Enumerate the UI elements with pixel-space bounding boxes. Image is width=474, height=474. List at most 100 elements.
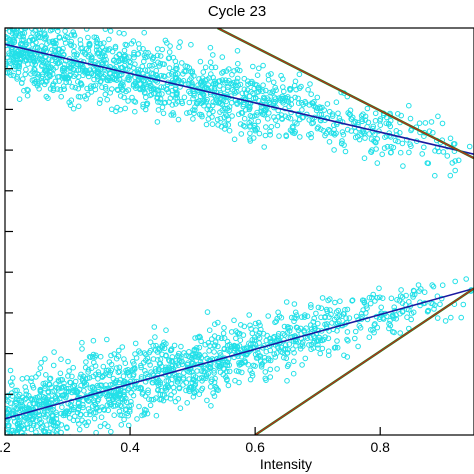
chart-title: Cycle 23 — [208, 3, 266, 20]
cluster-1-point — [94, 73, 101, 80]
cluster-2-point — [391, 329, 397, 336]
cluster-1-point — [63, 79, 69, 86]
cluster-2-point — [27, 413, 34, 419]
cluster-1-point — [287, 85, 293, 92]
cluster-1-point — [297, 134, 303, 140]
cluster-2-point — [170, 384, 177, 391]
cluster-1-point — [20, 33, 26, 40]
cluster-2-point — [302, 355, 309, 362]
cluster-1-point — [184, 110, 190, 116]
cluster-1-point — [172, 66, 179, 72]
cluster-2-point — [54, 426, 61, 433]
cluster-1-point — [299, 107, 305, 113]
cluster-2-point — [463, 276, 470, 282]
cluster-1-point — [157, 53, 164, 59]
cluster-2-point — [16, 419, 22, 425]
cluster-2-point — [317, 350, 324, 357]
cluster-2-point — [141, 350, 148, 356]
cluster-2-point — [13, 449, 18, 454]
cluster-1-point — [78, 7, 83, 12]
cluster-2-point — [49, 431, 55, 435]
cluster-2-point — [128, 402, 134, 409]
cluster-1-point — [240, 103, 246, 110]
cluster-2-point — [104, 336, 110, 343]
cluster-2-point — [117, 392, 123, 399]
cluster-2-point — [353, 313, 360, 320]
cluster-2-point — [255, 319, 262, 326]
cluster-2-point — [14, 387, 20, 394]
cluster-1-point — [374, 160, 381, 166]
cluster-2-point — [134, 416, 140, 422]
cluster-2-point — [92, 401, 98, 408]
cluster-1-point — [428, 119, 435, 125]
cluster-2-point — [76, 426, 83, 433]
cluster-2-point — [64, 408, 70, 414]
cluster-2-point — [371, 329, 377, 336]
cluster-1-point — [144, 100, 150, 107]
cluster-1-point — [123, 55, 130, 62]
cluster-2-point — [183, 380, 190, 386]
cluster-1-point — [212, 64, 219, 71]
cluster-1-point — [42, 79, 49, 85]
cluster-1-point — [282, 113, 289, 119]
cluster-2-point — [19, 433, 25, 435]
cluster-2-point — [212, 375, 218, 382]
cluster-1-point — [387, 123, 394, 130]
cluster-1-point — [237, 121, 244, 127]
cluster-2-point — [147, 362, 153, 368]
cluster-1-point — [197, 58, 204, 65]
cluster-1-point — [6, 28, 9, 29]
cluster-1-point — [104, 77, 110, 83]
cluster-1-point — [69, 84, 75, 90]
cluster-1-point — [49, 46, 55, 53]
cluster-1-point — [107, 90, 113, 96]
cluster-2-point — [45, 394, 52, 400]
cluster-2-point — [314, 338, 320, 345]
cluster-2-point — [458, 314, 465, 321]
cluster-1-point — [43, 93, 50, 100]
cluster-1-point — [92, 86, 99, 93]
cluster-2-point — [434, 315, 441, 321]
cluster-1-point — [113, 54, 120, 60]
cluster-2-point — [24, 375, 30, 381]
cluster-1-point — [116, 72, 123, 78]
cluster-1-point — [447, 135, 454, 142]
cluster-1-point — [261, 112, 268, 118]
cluster-2-point — [155, 377, 162, 384]
cluster-2-point — [238, 361, 244, 368]
cluster-1-point — [240, 122, 247, 129]
cluster-2-point — [327, 307, 333, 313]
cluster-2-point — [108, 361, 115, 368]
cluster-2-point — [58, 377, 64, 383]
cluster-2-point — [304, 335, 311, 342]
cluster-2-point — [8, 427, 15, 434]
cluster-2-point — [90, 410, 97, 416]
cluster-2-point — [437, 301, 443, 308]
cluster-1-point — [247, 105, 253, 111]
cluster-2-point — [186, 349, 192, 355]
cluster-1-point — [169, 71, 175, 77]
cluster-1-point — [237, 67, 243, 74]
cluster-2-point — [115, 387, 122, 394]
cluster-2-point — [233, 335, 239, 342]
cluster-2-point — [42, 383, 48, 389]
cluster-1-point — [226, 127, 233, 134]
cluster-1-point — [68, 65, 74, 71]
cluster-2-point — [59, 404, 65, 411]
cluster-2-point — [308, 322, 314, 328]
cluster-2-point — [83, 359, 89, 365]
cluster-1-point — [455, 157, 462, 164]
cluster-1-point — [130, 81, 137, 88]
cluster-1-point — [204, 84, 210, 91]
cluster-1-point — [57, 87, 64, 93]
cluster-2-point — [91, 415, 98, 422]
fit-line-0 — [5, 43, 474, 155]
cluster-1-point — [50, 38, 57, 45]
cluster-1-point — [82, 70, 88, 76]
cluster-1-point — [339, 140, 345, 147]
cluster-1-point — [256, 130, 263, 137]
cluster-1-point — [90, 65, 97, 72]
cluster-2-point — [165, 378, 172, 384]
cluster-2-point — [215, 387, 221, 394]
cluster-1-point — [34, 58, 41, 64]
